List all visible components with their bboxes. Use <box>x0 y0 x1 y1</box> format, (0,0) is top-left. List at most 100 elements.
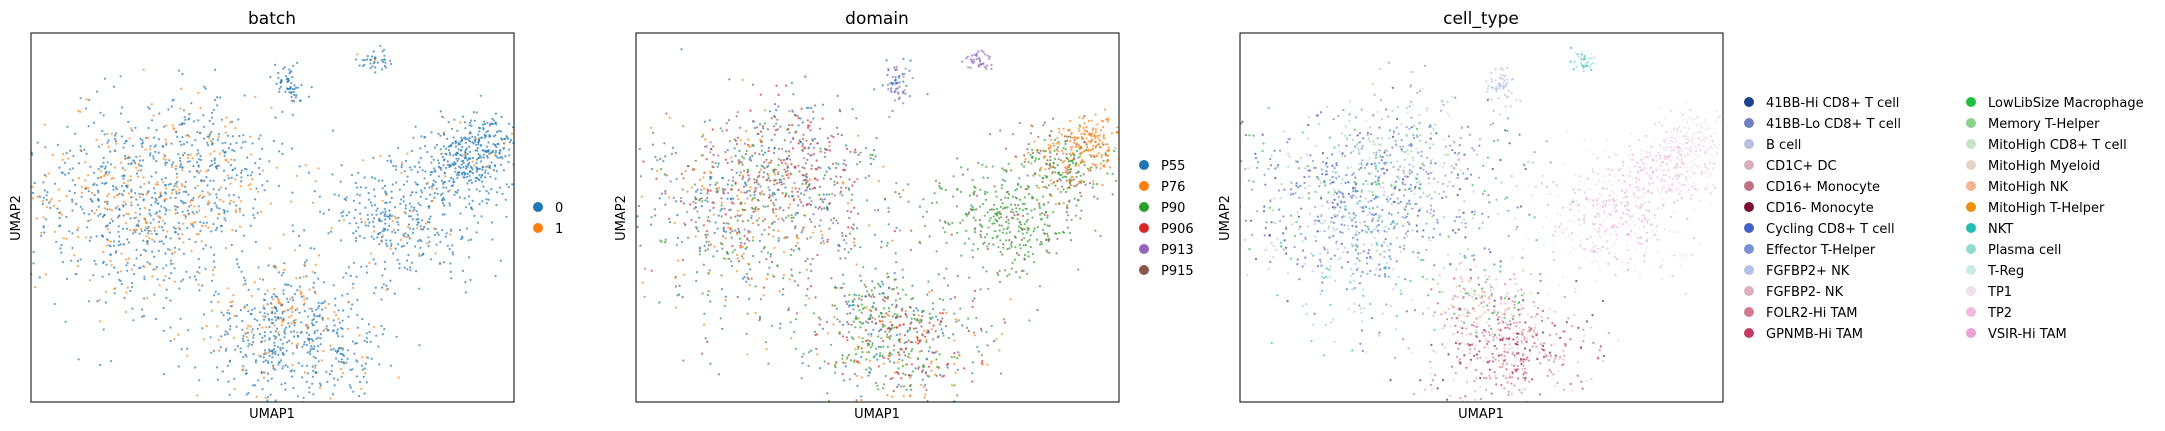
scatter-point <box>135 248 138 251</box>
scatter-point <box>1027 255 1030 258</box>
scatter-point <box>794 213 797 216</box>
scatter-point <box>935 315 938 318</box>
scatter-point <box>466 159 469 162</box>
scatter-point <box>1097 152 1100 155</box>
scatter-point <box>446 160 449 163</box>
scatter-point <box>120 252 123 255</box>
scatter-point <box>942 226 945 229</box>
scatter-point <box>757 223 760 227</box>
scatter-point <box>446 163 449 167</box>
scatter-point <box>731 160 734 163</box>
scatter-point <box>990 324 993 327</box>
scatter-point <box>383 58 386 61</box>
scatter-point <box>41 200 45 203</box>
scatter-point <box>741 177 744 180</box>
scatter-point <box>245 369 248 372</box>
scatter-point <box>1091 162 1094 165</box>
scatter-point <box>263 299 267 302</box>
scatter-point <box>340 358 343 361</box>
scatter-point <box>1036 151 1039 154</box>
scatter-point <box>371 220 375 223</box>
scatter-point <box>864 285 868 288</box>
scatter-point <box>297 362 300 365</box>
scatter-point <box>1053 144 1056 147</box>
scatter-point <box>274 319 277 322</box>
scatter-point <box>325 325 328 328</box>
scatter-point <box>434 228 437 231</box>
scatter-point <box>1031 148 1034 151</box>
scatter-point <box>1123 180 1125 182</box>
scatter-point <box>155 232 158 235</box>
scatter-point <box>777 218 780 221</box>
scatter-point <box>706 196 709 200</box>
scatter-point <box>785 150 788 153</box>
scatter-point <box>788 131 791 134</box>
scatter-point <box>971 372 974 375</box>
scatter-point <box>356 298 359 302</box>
scatter-point <box>894 252 897 255</box>
scatter-point <box>149 214 152 217</box>
scatter-point <box>223 154 226 157</box>
scatter-point <box>305 259 308 262</box>
scatter-point <box>89 236 92 239</box>
scatter-point <box>891 377 894 380</box>
scatter-point <box>759 168 763 171</box>
scatter-point <box>330 348 333 351</box>
scatter-point <box>215 226 219 229</box>
scatter-point <box>886 333 889 336</box>
scatter-point <box>329 397 332 400</box>
scatter-point <box>142 176 145 179</box>
scatter-point <box>900 377 903 380</box>
scatter-point <box>774 168 777 171</box>
scatter-point <box>230 158 233 161</box>
scatter-point <box>999 239 1002 242</box>
scatter-point <box>110 209 114 212</box>
scatter-point <box>40 231 43 234</box>
scatter-point <box>880 246 883 249</box>
scatter-point <box>475 158 478 161</box>
scatter-point <box>793 227 797 230</box>
scatter-point <box>103 133 106 136</box>
scatter-point <box>68 168 72 171</box>
scatter-point <box>897 367 900 370</box>
scatter-point <box>1100 153 1103 157</box>
scatter-point <box>162 181 165 184</box>
scatter-point <box>1033 208 1036 211</box>
scatter-point <box>288 325 291 328</box>
scatter-point <box>1095 144 1098 147</box>
scatter-point <box>310 338 313 341</box>
scatter-point <box>139 227 142 231</box>
scatter-point <box>942 308 946 311</box>
scatter-point <box>817 316 821 319</box>
scatter-point <box>936 318 939 321</box>
scatter-point <box>846 209 849 213</box>
scatter-point <box>311 324 314 327</box>
scatter-point <box>961 324 964 327</box>
scatter-point <box>935 201 939 204</box>
scatter-point <box>741 78 744 81</box>
scatter-point <box>1098 139 1102 142</box>
scatter-point <box>309 348 312 351</box>
scatter-point <box>317 345 320 348</box>
scatter-point <box>507 161 510 164</box>
scatter-point <box>639 175 643 178</box>
scatter-point <box>708 209 712 212</box>
scatter-point <box>803 167 806 170</box>
scatter-point <box>1065 211 1068 214</box>
scatter-point <box>273 344 276 347</box>
scatter-point <box>212 223 215 226</box>
scatter-point <box>258 277 261 280</box>
scatter-point <box>68 189 71 193</box>
scatter-point <box>695 279 698 283</box>
scatter-point <box>254 361 257 364</box>
scatter-point <box>1129 146 1131 148</box>
scatter-point <box>212 188 215 191</box>
scatter-point <box>229 182 232 185</box>
scatter-point <box>1061 176 1064 179</box>
scatter-point <box>745 280 748 283</box>
scatter-point <box>1091 132 1094 135</box>
scatter-point <box>284 364 287 367</box>
scatter-point <box>368 330 371 334</box>
scatter-point <box>361 368 364 371</box>
